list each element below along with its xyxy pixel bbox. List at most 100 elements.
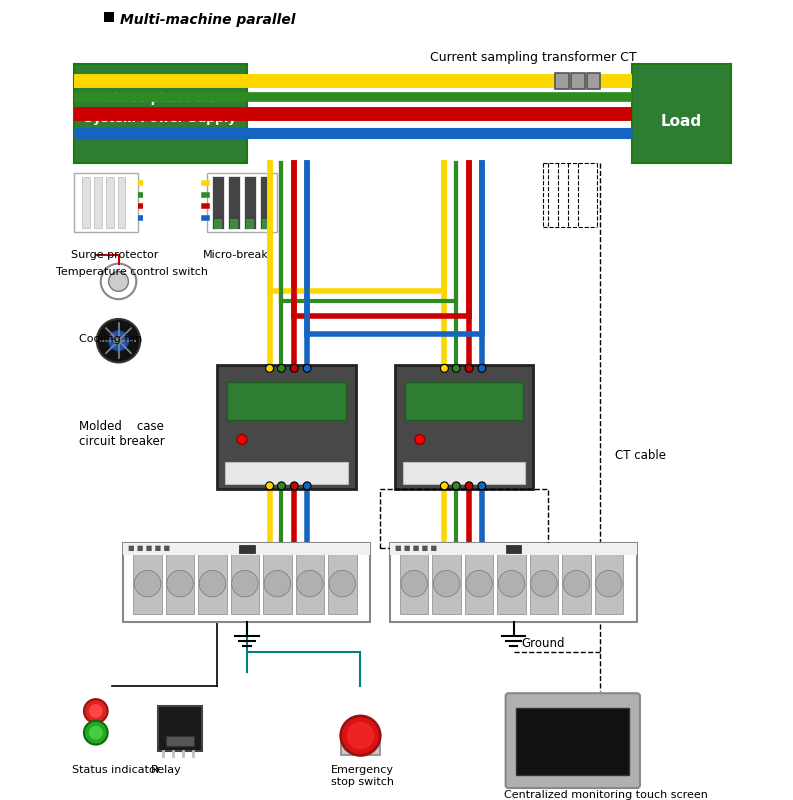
Circle shape <box>266 482 274 490</box>
Bar <box>230 219 238 229</box>
Bar <box>555 73 569 89</box>
Bar <box>632 64 731 163</box>
Text: Current sampling transformer CT: Current sampling transformer CT <box>430 51 636 64</box>
Circle shape <box>109 331 128 350</box>
Circle shape <box>531 570 557 597</box>
Bar <box>395 366 533 489</box>
Circle shape <box>89 726 103 740</box>
Bar <box>198 553 227 614</box>
Circle shape <box>465 364 473 372</box>
Bar <box>380 489 548 548</box>
Bar <box>497 553 526 614</box>
Bar <box>530 553 558 614</box>
Bar <box>341 734 380 755</box>
Text: Surge protector: Surge protector <box>71 250 159 260</box>
Text: ■ ■ ■ ■ ■: ■ ■ ■ ■ ■ <box>395 545 437 551</box>
Bar <box>246 219 254 229</box>
Text: Three-phase AC: Three-phase AC <box>105 92 216 105</box>
Text: Ground: Ground <box>522 637 565 650</box>
Circle shape <box>303 482 311 490</box>
Text: Emergency: Emergency <box>331 766 394 775</box>
Bar <box>390 543 637 555</box>
Text: Centralized monitoring touch screen: Centralized monitoring touch screen <box>504 790 707 800</box>
Text: CT cable: CT cable <box>615 450 666 462</box>
Circle shape <box>97 319 140 362</box>
Circle shape <box>563 570 590 597</box>
Text: circuit breaker: circuit breaker <box>79 435 165 449</box>
Bar <box>465 553 493 614</box>
Bar <box>571 73 584 89</box>
Circle shape <box>109 271 128 291</box>
Bar <box>263 553 292 614</box>
Bar <box>166 553 194 614</box>
Circle shape <box>199 570 226 597</box>
Text: Molded    case: Molded case <box>79 420 164 433</box>
Bar <box>158 706 202 750</box>
Bar <box>213 176 224 229</box>
Bar <box>104 12 113 22</box>
Circle shape <box>303 364 311 372</box>
Text: Multi-machine parallel: Multi-machine parallel <box>121 13 296 27</box>
Bar <box>82 177 90 228</box>
Circle shape <box>440 482 448 490</box>
Circle shape <box>278 482 285 490</box>
Bar <box>227 382 346 420</box>
Bar <box>562 553 591 614</box>
Bar <box>117 177 125 228</box>
Circle shape <box>434 570 460 597</box>
Bar <box>328 553 357 614</box>
Bar <box>400 553 428 614</box>
Bar <box>124 543 370 622</box>
Bar <box>239 545 255 553</box>
Text: System Power Supply: System Power Supply <box>84 111 236 125</box>
Bar <box>214 219 222 229</box>
Bar <box>390 543 637 622</box>
Circle shape <box>266 364 274 372</box>
Bar <box>260 176 271 229</box>
Bar <box>208 173 277 232</box>
Circle shape <box>478 482 486 490</box>
Bar <box>105 177 113 228</box>
Circle shape <box>440 364 448 372</box>
Circle shape <box>101 264 136 299</box>
Bar <box>124 543 370 555</box>
Bar <box>506 545 522 553</box>
Circle shape <box>341 716 380 755</box>
Circle shape <box>498 570 525 597</box>
Bar <box>231 553 259 614</box>
Bar <box>595 553 623 614</box>
Circle shape <box>264 570 290 597</box>
Text: Cooling fan: Cooling fan <box>79 334 142 344</box>
Bar <box>217 366 355 489</box>
Circle shape <box>452 364 460 372</box>
Bar <box>296 553 324 614</box>
Circle shape <box>452 482 460 490</box>
Text: ■ ■ ■ ■ ■: ■ ■ ■ ■ ■ <box>128 545 170 551</box>
Circle shape <box>84 699 108 723</box>
Text: Load: Load <box>661 114 702 129</box>
Circle shape <box>596 570 623 597</box>
Bar <box>133 553 162 614</box>
Text: Temperature control switch: Temperature control switch <box>56 266 209 277</box>
Bar <box>166 736 193 746</box>
Bar <box>403 462 526 484</box>
Circle shape <box>347 722 374 750</box>
FancyBboxPatch shape <box>506 694 640 788</box>
Circle shape <box>167 570 193 597</box>
Bar <box>244 176 256 229</box>
Bar <box>94 177 102 228</box>
Circle shape <box>232 570 259 597</box>
Bar <box>74 173 138 232</box>
Bar <box>225 462 347 484</box>
Circle shape <box>415 434 424 444</box>
Circle shape <box>278 364 285 372</box>
Circle shape <box>297 570 323 597</box>
Bar <box>405 382 523 420</box>
Circle shape <box>401 570 427 597</box>
Bar <box>516 708 629 775</box>
Circle shape <box>329 570 355 597</box>
Bar <box>587 73 600 89</box>
Text: Status indicator: Status indicator <box>72 766 160 775</box>
Text: Relay: Relay <box>151 766 182 775</box>
Text: Micro-break: Micro-break <box>202 250 268 260</box>
